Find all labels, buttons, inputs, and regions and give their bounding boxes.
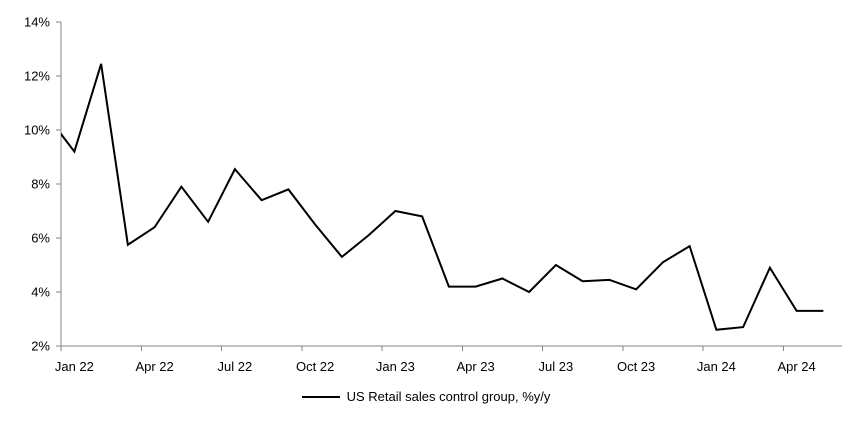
y-tick-label: 4% (31, 285, 50, 300)
x-tick-label: Oct 22 (296, 359, 334, 374)
series-line (61, 63, 824, 331)
x-tick-label: Apr 24 (777, 359, 815, 374)
x-tick-label: Jan 22 (55, 359, 94, 374)
y-tick-label: 2% (31, 339, 50, 354)
x-tick-label: Jan 24 (697, 359, 736, 374)
legend-label: US Retail sales control group, %y/y (346, 389, 551, 404)
legend-line-icon (301, 395, 340, 398)
y-tick-label: 8% (31, 177, 50, 192)
x-tick-label: Apr 23 (456, 359, 494, 374)
y-tick-label: 14% (24, 15, 50, 30)
y-tick-label: 10% (24, 123, 50, 138)
x-tick-label: Jul 23 (539, 359, 574, 374)
x-tick-label: Apr 22 (135, 359, 173, 374)
x-tick-label: Jul 22 (218, 359, 253, 374)
chart-canvas: 2% 4% 6% 8% 10% 12% 14% Jan 22 Apr 22 Jul 22 Oct 2… (24, 15, 842, 374)
y-tick-label: 12% (24, 69, 50, 84)
x-tick-label: Jan 23 (376, 359, 415, 374)
chart-legend: US Retail sales control group, %y/y (0, 389, 852, 404)
x-tick-label: Oct 23 (617, 359, 655, 374)
y-tick-label: 6% (31, 231, 50, 246)
